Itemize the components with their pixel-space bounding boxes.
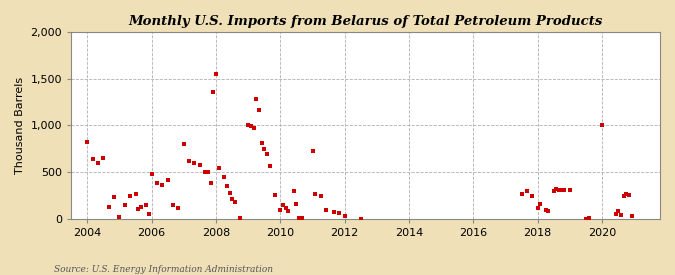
Point (315, 193, 326, 198)
Point (261, 151, 272, 156)
Point (178, 142, 189, 146)
Point (597, 123, 608, 128)
Point (280, 205, 291, 210)
Point (624, 192, 634, 197)
Point (527, 193, 538, 198)
Point (256, 141, 267, 145)
Point (564, 188, 575, 192)
Point (125, 193, 136, 198)
Point (340, 214, 350, 218)
Point (610, 212, 621, 216)
Point (355, 217, 366, 221)
Point (98, 156, 109, 160)
Point (548, 189, 559, 193)
Point (259, 147, 269, 151)
Point (227, 197, 238, 202)
Point (219, 175, 230, 179)
Point (288, 189, 299, 193)
Point (580, 217, 591, 221)
Point (551, 187, 562, 191)
Point (248, 126, 259, 130)
Point (294, 216, 304, 220)
Point (92, 161, 103, 165)
Point (243, 123, 254, 128)
Point (283, 208, 294, 213)
Point (613, 209, 624, 214)
Point (205, 181, 216, 186)
Point (109, 194, 119, 199)
Point (157, 183, 167, 188)
Point (583, 216, 594, 220)
Point (114, 215, 125, 219)
Point (202, 170, 213, 174)
Point (224, 191, 235, 195)
Point (245, 124, 256, 129)
Point (559, 188, 570, 192)
Point (516, 191, 527, 196)
Point (168, 203, 179, 207)
Point (162, 177, 173, 182)
Point (251, 97, 262, 101)
Point (253, 107, 264, 112)
Point (329, 210, 340, 214)
Point (152, 181, 163, 186)
Point (103, 205, 114, 209)
Point (307, 148, 318, 153)
Point (235, 216, 246, 220)
Title: Monthly U.S. Imports from Belarus of Total Petroleum Products: Monthly U.S. Imports from Belarus of Tot… (128, 15, 603, 28)
Point (265, 163, 275, 168)
Text: Source: U.S. Energy Information Administration: Source: U.S. Energy Information Administ… (54, 265, 273, 274)
Point (554, 188, 565, 192)
Point (141, 203, 152, 207)
Point (184, 159, 194, 163)
Point (543, 209, 554, 214)
Point (230, 200, 240, 204)
Point (87, 157, 98, 161)
Point (533, 205, 543, 210)
Point (189, 161, 200, 165)
Point (200, 170, 211, 174)
Point (173, 205, 184, 210)
Point (535, 202, 545, 206)
Y-axis label: Thousand Barrels: Thousand Barrels (15, 77, 25, 174)
Point (310, 191, 321, 196)
Point (621, 191, 632, 196)
Point (144, 212, 155, 216)
Point (275, 207, 286, 212)
Point (119, 203, 130, 207)
Point (522, 189, 533, 193)
Point (556, 188, 567, 192)
Point (334, 211, 345, 216)
Point (618, 193, 629, 198)
Point (146, 172, 157, 176)
Point (194, 163, 205, 167)
Point (133, 207, 144, 211)
Point (208, 90, 219, 94)
Point (211, 72, 221, 76)
Point (616, 213, 626, 218)
Point (291, 202, 302, 206)
Point (130, 191, 141, 196)
Point (321, 207, 331, 212)
Point (541, 207, 551, 212)
Point (221, 184, 232, 188)
Point (213, 165, 224, 170)
Point (296, 216, 307, 220)
Point (277, 203, 288, 207)
Point (136, 205, 146, 209)
Point (82, 140, 92, 144)
Point (269, 192, 280, 197)
Point (626, 214, 637, 218)
